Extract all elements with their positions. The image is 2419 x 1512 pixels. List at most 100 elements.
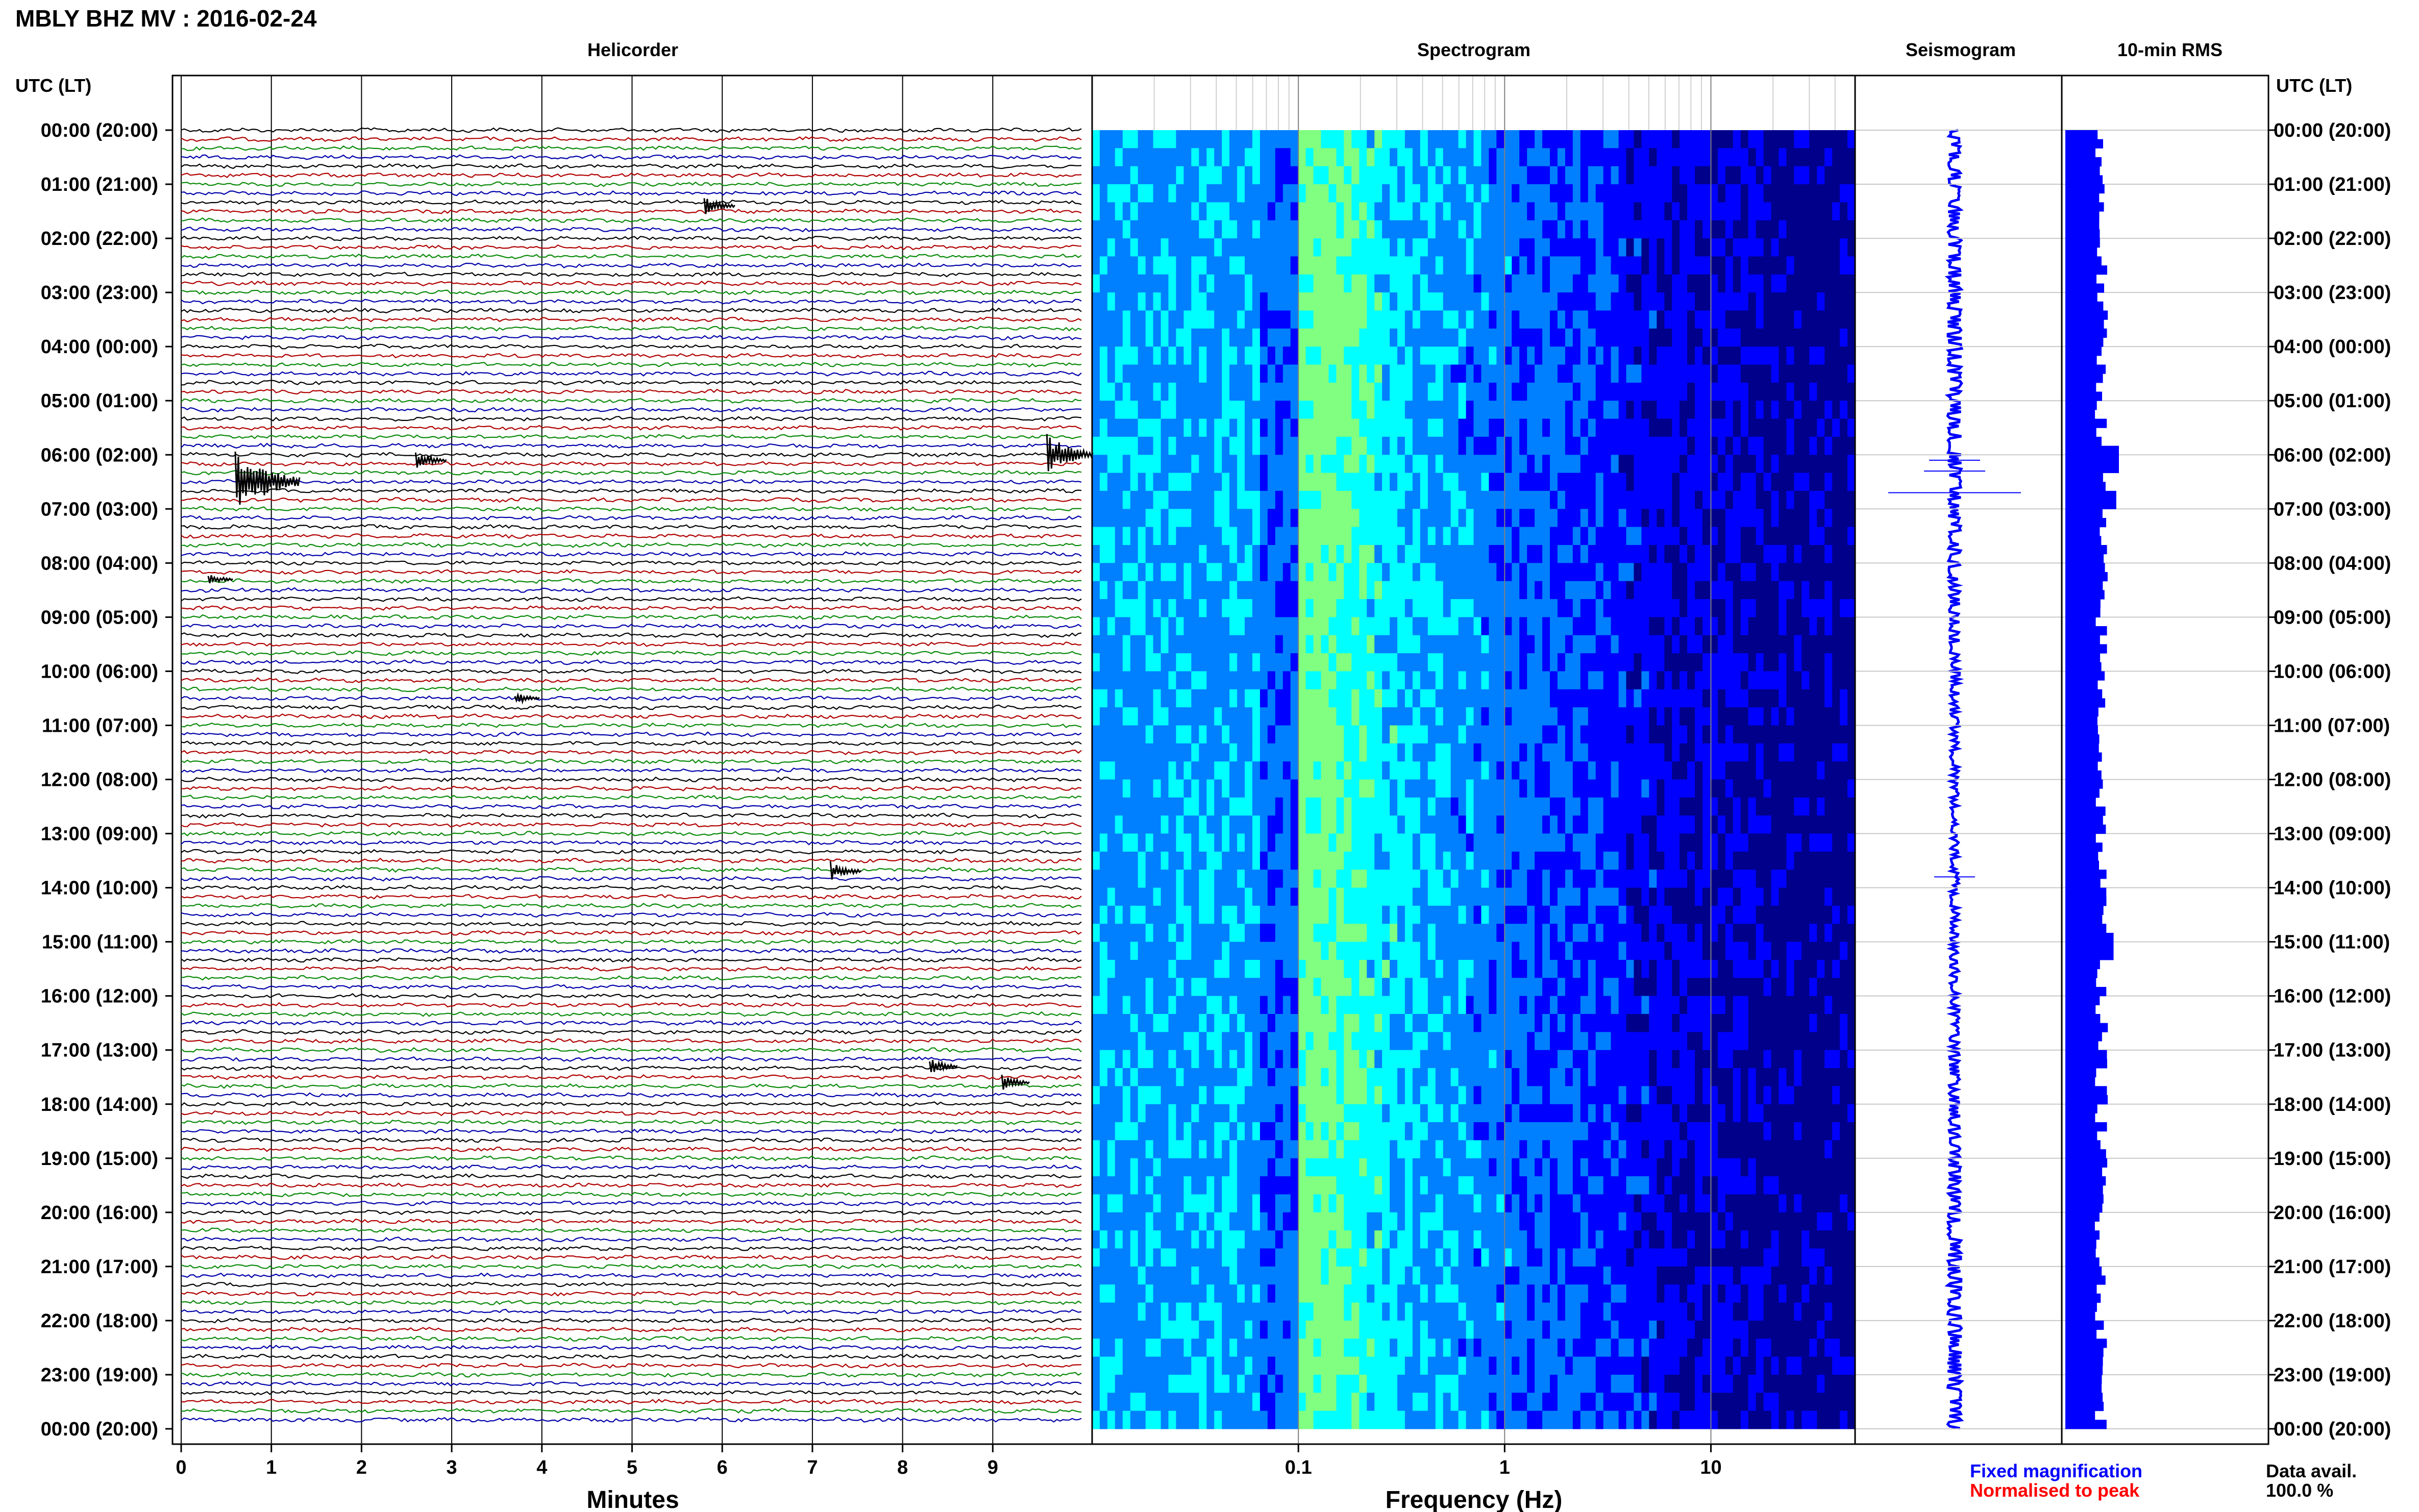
spectrogram-cell xyxy=(1161,960,1169,978)
spectrogram-cell xyxy=(1664,310,1672,329)
spectrogram-cell xyxy=(1535,725,1543,744)
spectrogram-cell xyxy=(1580,418,1589,437)
spectrogram-cell xyxy=(1603,455,1612,474)
spectrogram-cell xyxy=(1237,689,1245,708)
spectrogram-cell xyxy=(1733,364,1741,383)
spectrogram-cell xyxy=(1222,364,1230,383)
spectrogram-cell xyxy=(1611,689,1619,708)
spectrogram-cell xyxy=(1290,743,1299,762)
spectrogram-cell xyxy=(1321,455,1329,474)
spectrogram-cell xyxy=(1427,581,1436,600)
spectrogram-cell xyxy=(1351,184,1360,203)
spectrogram-cell xyxy=(1588,761,1596,780)
spectrogram-cell xyxy=(1733,581,1741,600)
spectrogram-cell xyxy=(1680,364,1688,383)
spectrogram-cell xyxy=(1489,220,1497,239)
spectrogram-cell xyxy=(1550,473,1558,491)
spectrogram-cell xyxy=(1542,256,1550,275)
spectrogram-cell xyxy=(1710,960,1718,978)
spectrogram-cell xyxy=(1794,761,1802,780)
spectrogram-cell xyxy=(1809,978,1817,997)
spectrogram-cell xyxy=(1588,563,1596,582)
spectrogram-cell xyxy=(1832,924,1840,943)
spectrogram-cell xyxy=(1237,581,1245,600)
spectrogram-cell xyxy=(1367,707,1375,726)
spectrogram-cell xyxy=(1176,941,1184,960)
spectrogram-cell xyxy=(1099,490,1108,509)
spectrogram-cell xyxy=(1824,581,1833,600)
spectrogram-cell xyxy=(1298,761,1306,780)
spectrogram-cell xyxy=(1756,887,1764,906)
spectrogram-cell xyxy=(1710,689,1718,708)
spectrogram-cell xyxy=(1588,725,1596,744)
spectrogram-cell xyxy=(1336,184,1344,203)
spectrogram-cell xyxy=(1130,887,1139,906)
spectrogram-cell xyxy=(1351,274,1360,293)
spectrogram-cell xyxy=(1435,274,1444,293)
spectrogram-cell xyxy=(1122,635,1131,654)
spectrogram-cell xyxy=(1214,761,1222,780)
spectrogram-cell xyxy=(1557,220,1566,239)
spectrogram-cell xyxy=(1130,184,1139,203)
spectrogram-cell xyxy=(1099,563,1108,582)
spectrogram-cell xyxy=(1748,1014,1757,1032)
spectrogram-cell xyxy=(1466,761,1474,780)
spectrogram-cell xyxy=(1313,527,1322,546)
spectrogram-cell xyxy=(1275,924,1283,943)
spectrogram-cell xyxy=(1367,130,1375,148)
spectrogram-cell xyxy=(1092,382,1100,401)
spectrogram-cell xyxy=(1115,851,1123,870)
spectrogram-cell xyxy=(1664,364,1672,383)
spectrogram-cell xyxy=(1840,761,1848,780)
spectrogram-cell xyxy=(1496,978,1504,997)
spectrogram-cell xyxy=(1664,599,1672,617)
spectrogram-cell xyxy=(1450,689,1459,708)
spectrogram-cell xyxy=(1832,473,1840,491)
spectrogram-cell xyxy=(1809,509,1817,528)
spectrogram-cell xyxy=(1168,887,1176,906)
spectrogram-cell xyxy=(1840,292,1848,311)
spectrogram-cell xyxy=(1801,274,1810,293)
spectrogram-cell xyxy=(1535,455,1543,474)
spectrogram-cell xyxy=(1657,870,1665,888)
spectrogram-cell xyxy=(1176,401,1184,419)
spectrogram-cell xyxy=(1748,653,1757,672)
spectrogram-cell xyxy=(1489,563,1497,582)
spectrogram-cell xyxy=(1099,996,1108,1014)
spectrogram-cell xyxy=(1153,761,1162,780)
spectrogram-cell xyxy=(1748,905,1757,924)
spectrogram-cell xyxy=(1824,563,1833,582)
spectrogram-cell xyxy=(1252,346,1261,365)
spectrogram-cell xyxy=(1237,887,1245,906)
spectrogram-cell xyxy=(1374,581,1383,600)
spectrogram-cell xyxy=(1115,346,1123,365)
spectrogram-cell xyxy=(1626,563,1634,582)
spectrogram-cell xyxy=(1404,887,1413,906)
spectrogram-cell xyxy=(1473,707,1482,726)
spectrogram-cell xyxy=(1443,274,1451,293)
spectrogram-cell xyxy=(1107,292,1116,311)
spectrogram-cell xyxy=(1542,905,1550,924)
spectrogram-cell xyxy=(1420,274,1428,293)
spectrogram-cell xyxy=(1168,292,1176,311)
spectrogram-cell xyxy=(1626,833,1634,852)
spectrogram-cell xyxy=(1245,364,1253,383)
spectrogram-cell xyxy=(1374,401,1383,419)
spectrogram-cell xyxy=(1214,653,1222,672)
spectrogram-cell xyxy=(1267,743,1276,762)
spectrogram-cell xyxy=(1634,473,1642,491)
spectrogram-cell xyxy=(1245,473,1253,491)
spectrogram-cell xyxy=(1779,382,1787,401)
spectrogram-cell xyxy=(1390,166,1398,185)
spectrogram-cell xyxy=(1687,725,1695,744)
spectrogram-cell xyxy=(1382,924,1390,943)
spectrogram-cell xyxy=(1626,725,1634,744)
spectrogram-cell xyxy=(1779,941,1787,960)
spectrogram-cell xyxy=(1641,743,1649,762)
spectrogram-cell xyxy=(1107,707,1116,726)
spectrogram-cell xyxy=(1664,941,1672,960)
spectrogram-cell xyxy=(1328,761,1337,780)
spectrogram-cell xyxy=(1565,671,1573,690)
spectrogram-cell xyxy=(1771,725,1780,744)
spectrogram-cell xyxy=(1145,328,1154,347)
